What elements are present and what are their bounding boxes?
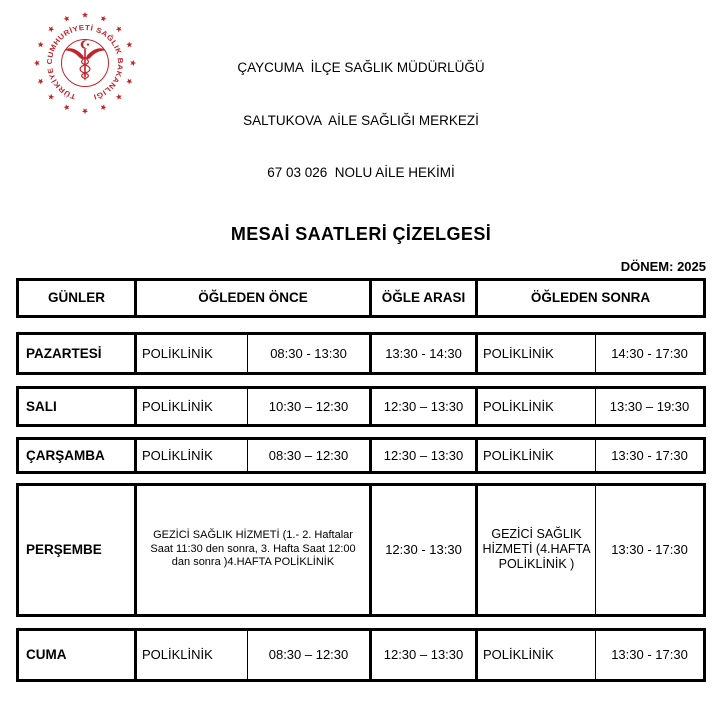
morning-activity: POLİKLİNİK [137,439,248,471]
morning-activity: POLİKLİNİK [137,630,248,679]
lunch-time: 12:30 – 13:30 [372,630,478,679]
day-label: SALI [19,388,137,424]
morning-time: 08:30 – 12:30 [248,439,372,471]
afternoon-activity: POLİKLİNİK [478,388,596,424]
morning-activity: POLİKLİNİK [137,334,248,372]
afternoon-activity: POLİKLİNİK [478,630,596,679]
schedule-header-row: GÜNLER ÖĞLEDEN ÖNCE ÖĞLE ARASI ÖĞLEDEN S… [16,277,706,318]
column-header-afternoon: ÖĞLEDEN SONRA [530,290,651,305]
period-label: DÖNEM: 2025 [620,258,706,274]
afternoon-time: 13:30 - 17:30 [611,447,688,463]
table-row-pazartesi: PAZARTESİ POLİKLİNİK 08:30 - 13:30 13:30… [16,331,706,375]
morning-activity: POLİKLİNİK [137,388,248,424]
column-header-lunch: ÖĞLE ARASI [372,280,478,315]
health-ministry-emblem-icon: TÜRKİYE CUMHURİYETİ SAĞLIK BAKANLIĞI [30,8,140,118]
day-label: CUMA [19,630,137,679]
caduceus-icon [64,48,106,81]
morning-note: GEZİCİ SAĞLIK HİZMETİ (1.- 2. Haftalar S… [137,485,372,614]
afternoon-time: 14:30 - 17:30 [611,345,688,361]
day-label: ÇARŞAMBA [19,439,137,471]
table-row-carsamba: ÇARŞAMBA POLİKLİNİK 08:30 – 12:30 12:30 … [16,436,706,474]
column-header-days: GÜNLER [19,280,137,315]
afternoon-activity: GEZİCİ SAĞLIK HİZMETİ (4.HAFTA POLİKLİNİ… [478,485,596,614]
day-label: PAZARTESİ [19,334,137,372]
table-row-cuma: CUMA POLİKLİNİK 08:30 – 12:30 12:30 – 13… [16,627,706,682]
afternoon-time: 13:30 - 17:30 [611,647,688,662]
lunch-time: 12:30 - 13:30 [372,485,478,614]
column-header-morning: ÖĞLEDEN ÖNCE [137,280,372,315]
afternoon-time: 13:30 - 17:30 [611,542,688,557]
table-row-persembe: PERŞEMBE GEZİCİ SAĞLIK HİZMETİ (1.- 2. H… [16,482,706,617]
page-title: MESAİ SAATLERİ ÇİZELGESİ [230,223,492,244]
table-row-sali: SALI POLİKLİNİK 10:30 – 12:30 12:30 – 13… [16,385,706,427]
crescent-star-icon [80,40,91,49]
lunch-time: 12:30 – 13:30 [372,439,478,471]
lunch-time: 13:30 - 14:30 [372,334,478,372]
day-label: PERŞEMBE [19,485,137,614]
org-line-2: SALTUKOVA AİLE SAĞLIĞI MERKEZİ [243,112,479,128]
afternoon-time: 13:30 – 19:30 [609,398,690,414]
morning-time: 08:30 – 12:30 [248,630,372,679]
afternoon-activity: POLİKLİNİK [478,439,596,471]
emblem-inner-circle [61,39,109,87]
morning-time: 10:30 – 12:30 [248,388,372,424]
lunch-time: 12:30 – 13:30 [372,388,478,424]
document-header: TÜRKİYE CUMHURİYETİ SAĞLIK BAKANLIĞI [0,0,722,245]
afternoon-activity: POLİKLİNİK [478,334,596,372]
org-line-3: 67 03 026 NOLU AİLE HEKİMİ [267,165,455,180]
org-line-1: ÇAYCUMA İLÇE SAĞLIK MÜDÜRLÜĞÜ [237,60,485,75]
morning-time: 08:30 - 13:30 [248,334,372,372]
